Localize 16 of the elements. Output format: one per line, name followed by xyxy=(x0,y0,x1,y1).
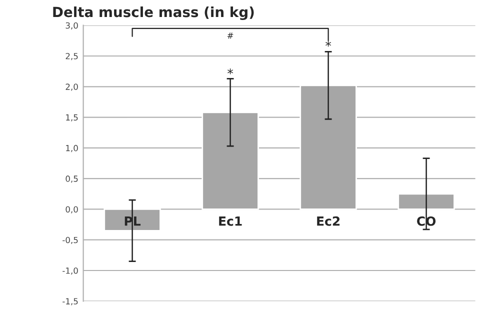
y-tick-label: 0,5 xyxy=(66,176,78,183)
chart-title: Delta muscle mass (in kg) xyxy=(53,6,254,20)
y-tick-label: 1,0 xyxy=(66,144,78,152)
y-tick-label: 0,0 xyxy=(66,206,78,214)
annotation: * xyxy=(326,40,332,47)
y-tick-label: 1,5 xyxy=(66,114,78,122)
y-tick-label: -1,5 xyxy=(62,298,78,306)
y-tick-label: 3,0 xyxy=(66,22,78,30)
x-tick-label: Ec1 xyxy=(219,216,242,226)
annotation: # xyxy=(227,32,234,39)
y-tick-label: -0,5 xyxy=(62,236,78,244)
y-tick-label: 2,5 xyxy=(66,52,78,60)
y-tick-label: 2,0 xyxy=(66,84,78,91)
y-tick-label: -1,0 xyxy=(62,267,78,275)
x-tick-label: Ec2 xyxy=(317,216,340,226)
annotation: * xyxy=(228,68,234,74)
